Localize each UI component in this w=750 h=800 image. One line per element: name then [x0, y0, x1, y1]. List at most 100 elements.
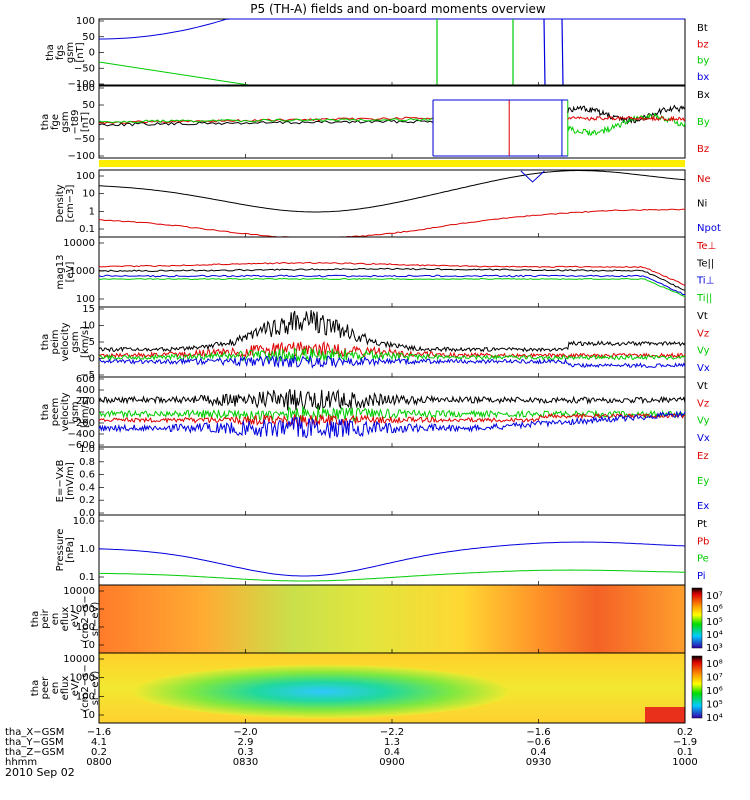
- y-axis-label: tha peer en eflux eV/(cm2−s− sr−eV): [30, 664, 101, 711]
- y-axis-label: Pressure [nPa]: [55, 529, 76, 572]
- legend-peim-3: Vx: [697, 363, 710, 374]
- colorbar-label: 10⁴: [706, 630, 723, 641]
- legend-fgs-3: bx: [697, 72, 709, 83]
- y-tick-label: 10: [82, 640, 95, 651]
- y-axis-label-line: peer: [40, 676, 51, 700]
- y-tick-label: 100: [76, 83, 95, 94]
- legend-density-0: Ne: [697, 174, 711, 185]
- trace-Vx: [98, 410, 686, 439]
- y-axis-label-line: [mV/m]: [65, 462, 76, 500]
- legend-fgs-1: bz: [697, 39, 709, 50]
- y-axis-label-line: gsm: [70, 331, 81, 352]
- x-axis-value: 0.2: [677, 727, 693, 738]
- y-axis-label-line: mag13: [55, 255, 66, 290]
- y-tick-label: −5: [80, 370, 95, 381]
- y-tick-label: 0.1: [79, 572, 95, 583]
- y-axis-label-line: eflux: [60, 607, 71, 632]
- panel-frame: [98, 514, 686, 586]
- y-axis-label-line: peem: [50, 398, 61, 426]
- y-tick-label: 50: [82, 100, 95, 111]
- legend-peem-0: Vt: [697, 381, 708, 392]
- legend-peim-1: Vz: [697, 328, 709, 339]
- y-axis-label-line: −t89: [70, 109, 81, 134]
- legend-pressure-2: Pe: [697, 554, 709, 565]
- x-axis-value: 0.2: [91, 747, 107, 758]
- mode-bar: [99, 160, 685, 167]
- y-axis-label-line: (cm2−s−: [80, 595, 91, 642]
- x-axis-value: 0.3: [238, 747, 254, 758]
- colorbar-scale: [691, 587, 703, 649]
- trace-Vy: [98, 406, 686, 423]
- y-tick-label: 600: [76, 374, 95, 385]
- x-axis-value: 4.1: [91, 737, 107, 748]
- legend-fge-0: Bx: [697, 90, 710, 101]
- legend-peem-3: Vx: [697, 433, 710, 444]
- colorbar-label: 10⁷: [706, 591, 723, 602]
- y-tick-label: −100: [68, 151, 95, 162]
- y-axis-label-line: [nPa]: [65, 537, 76, 563]
- y-tick-label: 0.8: [79, 457, 95, 468]
- legend-density-1: Ni: [697, 199, 707, 210]
- y-tick-label: 0.4: [79, 482, 95, 493]
- y-axis-label-line: gsm: [60, 111, 71, 132]
- trace-Vx: [98, 354, 686, 369]
- colorbar-label: 10⁶: [706, 686, 723, 697]
- date-label: 2010 Sep 02: [5, 766, 75, 779]
- y-axis-label-line: [nT]: [80, 112, 91, 132]
- y-axis-label-line: gsm: [70, 401, 81, 422]
- y-tick-label: −600: [68, 440, 95, 451]
- y-axis-label-line: [eV]: [65, 262, 76, 283]
- y-axis-label-line: velocity: [60, 322, 71, 361]
- legend-temp-0: Te⊥: [696, 241, 716, 252]
- panel-frame: [98, 236, 686, 308]
- x-axis-value: 2.9: [238, 737, 254, 748]
- colorbar-label: 10⁶: [706, 604, 723, 615]
- y-tick-label: 10: [82, 710, 95, 721]
- y-tick-label: 1000: [70, 673, 95, 684]
- y-tick-label: −200: [68, 418, 95, 429]
- trace-Pe: [99, 569, 685, 582]
- trace-Vz: [98, 412, 686, 428]
- y-axis-label: Density [cm−3]: [55, 184, 76, 222]
- y-axis-label-line: tha: [30, 611, 41, 627]
- x-axis-value: 1000: [672, 757, 697, 768]
- trace-Ti-par: [98, 277, 686, 298]
- colorbar-label: 10⁵: [706, 617, 723, 628]
- y-tick-label: 15: [82, 304, 95, 315]
- y-tick-label: 0.0: [79, 508, 95, 519]
- y-tick-label: 1000: [70, 266, 95, 277]
- y-tick-label: −400: [68, 429, 95, 440]
- panel-fgs: 100 50 0 −50 −100 tha fgs gsm [nT] Bt bz by bx: [45, 16, 709, 90]
- y-tick-label: 1000: [70, 604, 95, 615]
- colorbar-scale: [691, 655, 703, 719]
- x-axis-value: 0830: [233, 757, 258, 768]
- trace-Vy: [99, 347, 686, 363]
- trace-Pi: [98, 541, 686, 577]
- x-axis-value: 1.3: [384, 737, 400, 748]
- legend-pressure-1: Pb: [697, 536, 709, 547]
- legend-peem-1: Vz: [697, 398, 709, 409]
- trace-Npot: [520, 170, 545, 183]
- y-axis-label: tha peir en eflux eV/(cm2−s− sr−eV): [30, 595, 101, 642]
- y-axis-label-line: peir: [40, 608, 51, 628]
- legend-fgs-0: Bt: [697, 23, 708, 34]
- colorbar-label: 10⁴: [706, 713, 723, 724]
- y-tick-label: 200: [76, 396, 95, 407]
- y-axis-label-line: E=−VxB: [55, 460, 66, 503]
- trace-Te-par: [98, 267, 686, 291]
- y-tick-label: 1: [89, 206, 95, 217]
- legend-pressure-0: Pt: [697, 519, 707, 530]
- heatmap-peer-core: [134, 664, 510, 719]
- x-axis-value: −2.2: [380, 727, 404, 738]
- trace-Te-perp: [98, 261, 686, 287]
- x-axis-value: 0.4: [384, 747, 400, 758]
- y-tick-label: −50: [74, 134, 95, 145]
- legend-fgs-2: by: [697, 56, 709, 67]
- y-axis-label: mag13 [eV]: [55, 255, 76, 290]
- x-axis-value: 0900: [379, 757, 404, 768]
- legend-peem-2: Vy: [697, 416, 710, 427]
- trace-Vt: [98, 309, 686, 353]
